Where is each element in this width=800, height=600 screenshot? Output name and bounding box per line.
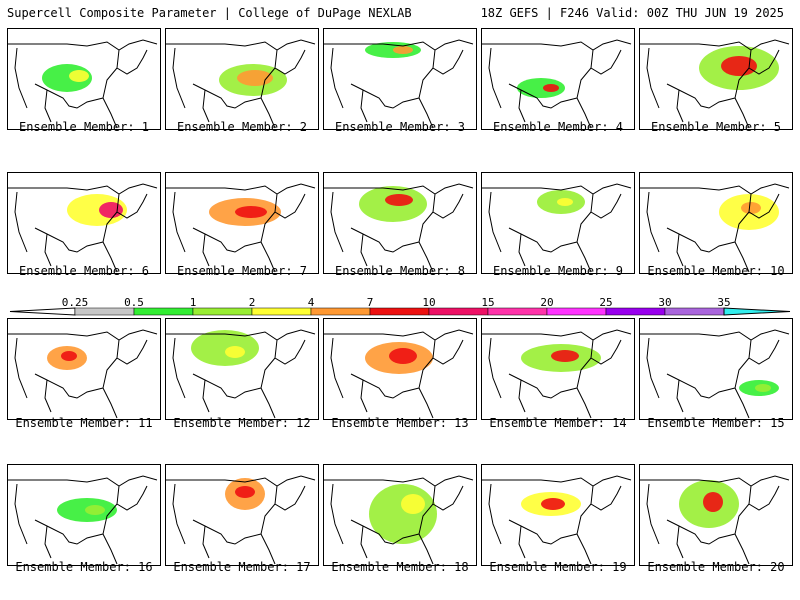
map-panel	[639, 28, 793, 130]
map-panel	[639, 318, 793, 420]
member-label: Ensemble Member: 11	[15, 416, 153, 430]
colorbar-segment	[133, 307, 194, 316]
map-panel	[165, 28, 319, 130]
colorbar-segment	[487, 307, 548, 316]
colorbar-segment	[546, 307, 607, 316]
member-label: Ensemble Member: 6	[18, 264, 150, 278]
map-panel	[481, 318, 635, 420]
colorbar-tick-label: 30	[658, 296, 672, 309]
map-panel	[165, 464, 319, 566]
map-panel	[7, 464, 161, 566]
colorbar-tick-label: 20	[540, 296, 554, 309]
member-label: Ensemble Member: 10	[647, 264, 785, 278]
colorbar-segment	[310, 307, 371, 316]
colorbar: 0.25 0.5 1 2 4 7 10 15 20 25 30 35	[0, 296, 800, 322]
map-panel	[481, 464, 635, 566]
colorbar-left-arrow	[9, 307, 76, 316]
map-graphic	[7, 318, 161, 420]
member-label: Ensemble Member: 17	[173, 560, 311, 574]
colorbar-tick-label: 25	[599, 296, 613, 309]
header: Supercell Composite Parameter | College …	[0, 0, 800, 24]
member-label: Ensemble Member: 19	[489, 560, 627, 574]
member-label: Ensemble Member: 16	[15, 560, 153, 574]
map-graphic	[481, 172, 635, 274]
map-graphic	[323, 464, 477, 566]
run-info: 18Z GEFS | F246 Valid: 00Z THU JUN 19 20…	[480, 6, 784, 20]
map-panel	[165, 318, 319, 420]
page-title: Supercell Composite Parameter | College …	[7, 6, 412, 20]
map-graphic	[481, 28, 635, 130]
map-graphic	[7, 172, 161, 274]
colorbar-segment	[428, 307, 489, 316]
map-graphic	[639, 318, 793, 420]
member-label: Ensemble Member: 13	[331, 416, 469, 430]
map-graphic	[7, 28, 161, 130]
map-panel	[7, 172, 161, 274]
map-graphic	[7, 464, 161, 566]
member-label: Ensemble Member: 8	[334, 264, 466, 278]
map-panel	[481, 172, 635, 274]
map-graphic	[481, 318, 635, 420]
member-label: Ensemble Member: 7	[176, 264, 308, 278]
member-label: Ensemble Member: 12	[173, 416, 311, 430]
colorbar-scale	[9, 307, 791, 316]
member-label: Ensemble Member: 5	[650, 120, 782, 134]
colorbar-tick-label: 10	[422, 296, 436, 309]
member-label: Ensemble Member: 18	[331, 560, 469, 574]
map-graphic	[165, 464, 319, 566]
map-graphic	[639, 28, 793, 130]
colorbar-segment	[192, 307, 253, 316]
colorbar-tick-label: 0.5	[124, 296, 144, 309]
colorbar-tick-label: 7	[366, 296, 374, 309]
colorbar-tick-label: 4	[307, 296, 315, 309]
map-graphic	[639, 172, 793, 274]
member-label: Ensemble Member: 9	[492, 264, 624, 278]
map-panel	[481, 28, 635, 130]
colorbar-segment	[251, 307, 312, 316]
map-graphic	[165, 28, 319, 130]
map-panel	[165, 172, 319, 274]
map-graphic	[165, 172, 319, 274]
map-panel	[323, 28, 477, 130]
member-label: Ensemble Member: 4	[492, 120, 624, 134]
colorbar-tick-label: 0.25	[61, 296, 89, 309]
member-label: Ensemble Member: 15	[647, 416, 785, 430]
colorbar-segment	[74, 307, 135, 316]
map-graphic	[165, 318, 319, 420]
colorbar-tick-label: 15	[481, 296, 495, 309]
map-panel	[639, 172, 793, 274]
colorbar-tick-label: 1	[189, 296, 197, 309]
member-label: Ensemble Member: 2	[176, 120, 308, 134]
map-graphic	[481, 464, 635, 566]
map-graphic	[323, 28, 477, 130]
map-panel	[323, 172, 477, 274]
colorbar-segment	[664, 307, 725, 316]
map-graphic	[323, 318, 477, 420]
colorbar-segment	[605, 307, 666, 316]
map-panel	[7, 318, 161, 420]
colorbar-right-arrow	[723, 307, 791, 316]
map-panel	[639, 464, 793, 566]
map-panel	[323, 464, 477, 566]
member-label: Ensemble Member: 20	[647, 560, 785, 574]
colorbar-segment	[369, 307, 430, 316]
map-graphic	[323, 172, 477, 274]
map-graphic	[639, 464, 793, 566]
member-label: Ensemble Member: 14	[489, 416, 627, 430]
member-label: Ensemble Member: 1	[18, 120, 150, 134]
member-label: Ensemble Member: 3	[334, 120, 466, 134]
map-panel	[323, 318, 477, 420]
map-panel	[7, 28, 161, 130]
colorbar-tick-label: 2	[248, 296, 256, 309]
colorbar-tick-label: 35	[717, 296, 731, 309]
